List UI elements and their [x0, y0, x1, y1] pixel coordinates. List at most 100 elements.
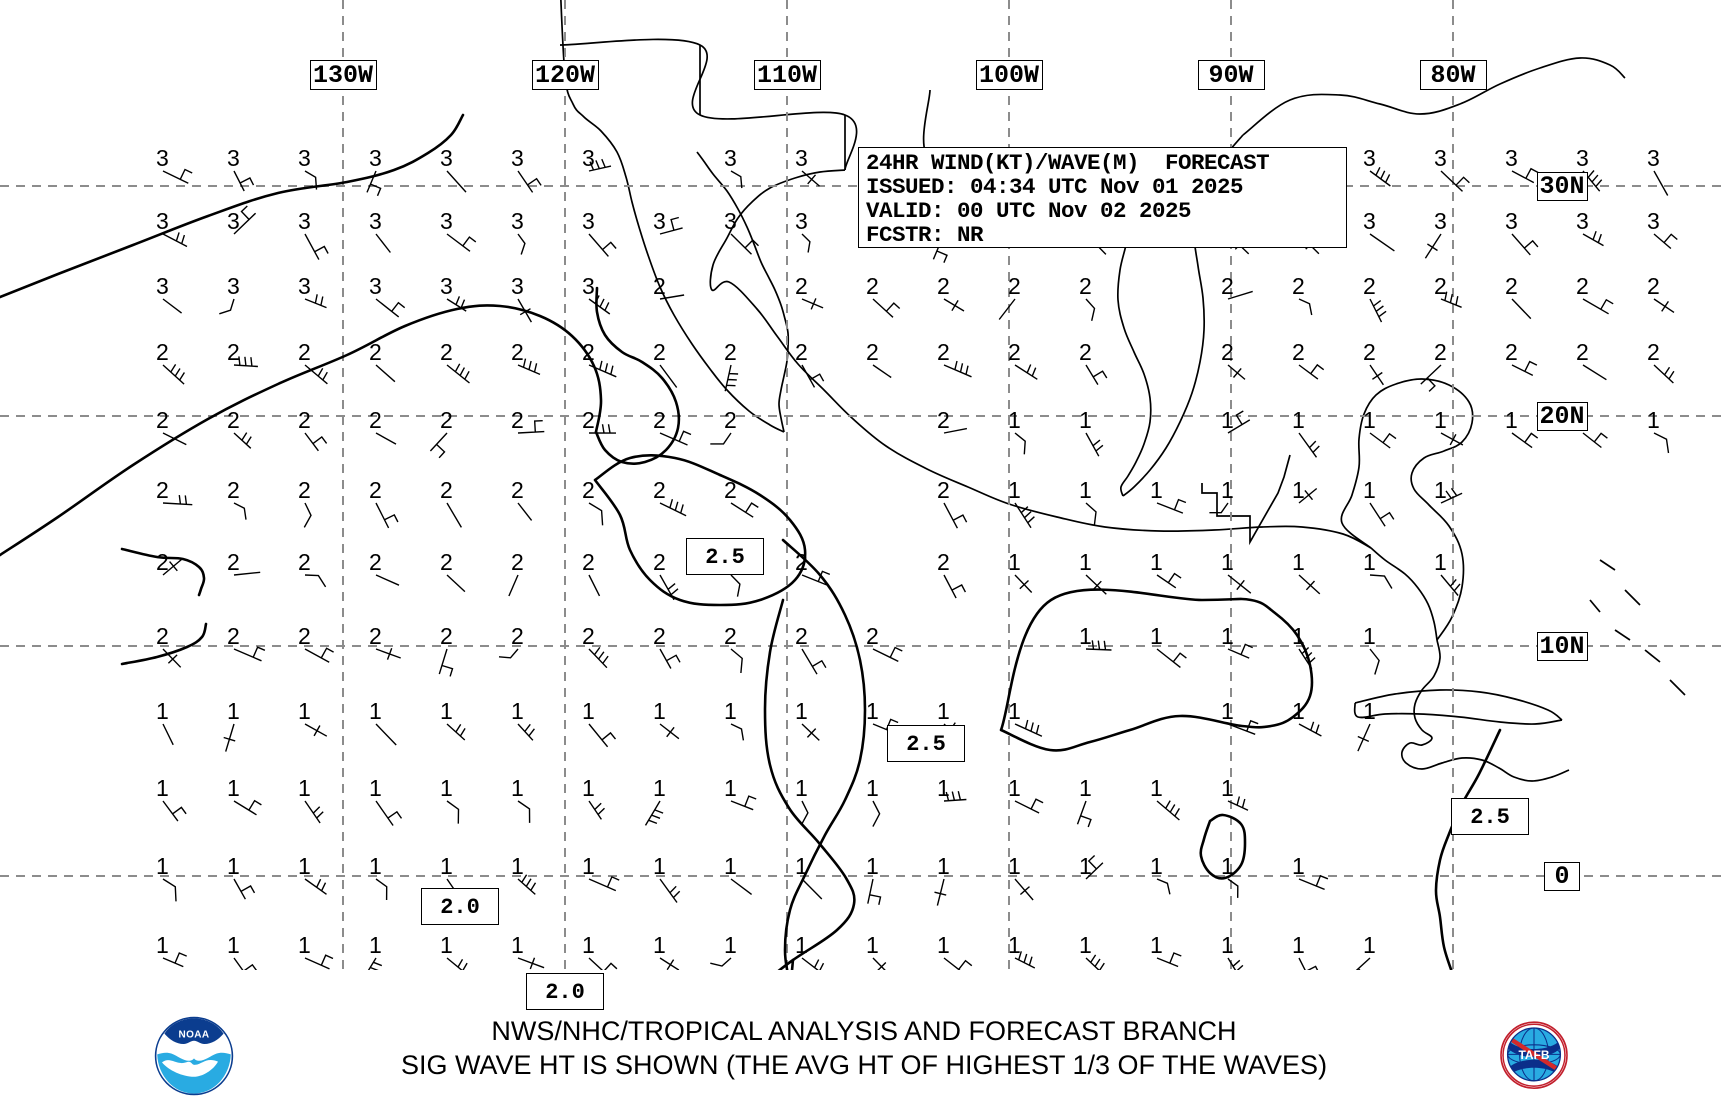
svg-text:2: 2 [369, 477, 382, 503]
svg-text:1: 1 [440, 853, 453, 879]
svg-text:1: 1 [227, 775, 240, 801]
svg-text:2: 2 [1434, 339, 1447, 365]
svg-text:1: 1 [156, 853, 169, 879]
svg-text:1: 1 [1008, 853, 1021, 879]
svg-text:1: 1 [298, 853, 311, 879]
svg-text:3: 3 [1576, 145, 1589, 171]
svg-text:2: 2 [156, 407, 169, 433]
svg-text:3: 3 [227, 273, 240, 299]
svg-text:1: 1 [1363, 549, 1376, 575]
svg-text:2: 2 [582, 407, 595, 433]
svg-text:2: 2 [369, 549, 382, 575]
svg-text:1: 1 [653, 853, 666, 879]
svg-text:2: 2 [1079, 339, 1092, 365]
svg-text:2: 2 [937, 407, 950, 433]
svg-text:3: 3 [369, 273, 382, 299]
svg-text:2: 2 [1221, 339, 1234, 365]
svg-text:1: 1 [440, 775, 453, 801]
svg-text:1: 1 [156, 775, 169, 801]
svg-text:1: 1 [156, 932, 169, 958]
svg-text:1: 1 [795, 775, 808, 801]
svg-text:1: 1 [369, 698, 382, 724]
svg-text:2: 2 [369, 623, 382, 649]
svg-text:1: 1 [1079, 775, 1092, 801]
svg-text:1: 1 [1079, 477, 1092, 503]
svg-text:3: 3 [1647, 208, 1660, 234]
svg-text:3: 3 [1434, 208, 1447, 234]
svg-text:1: 1 [582, 775, 595, 801]
svg-text:2: 2 [937, 339, 950, 365]
svg-text:3: 3 [795, 208, 808, 234]
svg-text:1: 1 [1647, 407, 1660, 433]
svg-text:1: 1 [227, 932, 240, 958]
svg-text:2: 2 [724, 477, 737, 503]
svg-text:1: 1 [298, 698, 311, 724]
svg-text:1: 1 [1221, 853, 1234, 879]
svg-text:1: 1 [1221, 549, 1234, 575]
svg-text:1: 1 [1221, 477, 1234, 503]
svg-text:2: 2 [511, 407, 524, 433]
svg-text:1: 1 [724, 775, 737, 801]
svg-text:1: 1 [1221, 407, 1234, 433]
svg-text:2: 2 [866, 623, 879, 649]
svg-text:3: 3 [724, 208, 737, 234]
svg-text:3: 3 [1647, 145, 1660, 171]
svg-text:2: 2 [156, 477, 169, 503]
svg-text:1: 1 [1221, 775, 1234, 801]
svg-text:1: 1 [937, 853, 950, 879]
svg-text:1: 1 [1505, 407, 1518, 433]
svg-text:3: 3 [795, 145, 808, 171]
svg-text:1: 1 [1221, 623, 1234, 649]
svg-text:1: 1 [298, 932, 311, 958]
svg-text:1: 1 [1079, 549, 1092, 575]
svg-text:2: 2 [1505, 339, 1518, 365]
svg-text:2: 2 [369, 407, 382, 433]
svg-text:2: 2 [227, 339, 240, 365]
svg-text:1: 1 [866, 775, 879, 801]
svg-text:2: 2 [1363, 339, 1376, 365]
svg-text:2: 2 [1647, 273, 1660, 299]
svg-text:2: 2 [582, 549, 595, 575]
svg-text:3: 3 [369, 208, 382, 234]
svg-text:1: 1 [653, 698, 666, 724]
svg-text:2: 2 [227, 623, 240, 649]
svg-text:2: 2 [440, 477, 453, 503]
svg-text:1: 1 [1221, 698, 1234, 724]
svg-text:1: 1 [1008, 932, 1021, 958]
svg-text:3: 3 [1505, 208, 1518, 234]
svg-text:1: 1 [1079, 623, 1092, 649]
svg-text:1: 1 [1221, 932, 1234, 958]
svg-text:3: 3 [1434, 145, 1447, 171]
svg-text:2: 2 [298, 477, 311, 503]
svg-text:1: 1 [1150, 775, 1163, 801]
svg-text:1: 1 [1434, 549, 1447, 575]
svg-text:1: 1 [1434, 477, 1447, 503]
svg-text:2: 2 [653, 407, 666, 433]
svg-text:2: 2 [937, 477, 950, 503]
svg-text:1: 1 [1008, 549, 1021, 575]
svg-text:2: 2 [511, 477, 524, 503]
svg-text:3: 3 [369, 145, 382, 171]
svg-text:2: 2 [866, 339, 879, 365]
svg-text:2: 2 [724, 339, 737, 365]
svg-text:2: 2 [298, 339, 311, 365]
svg-text:2: 2 [795, 339, 808, 365]
svg-text:1: 1 [1292, 407, 1305, 433]
svg-text:2: 2 [227, 407, 240, 433]
svg-text:2: 2 [653, 339, 666, 365]
svg-text:2: 2 [1434, 273, 1447, 299]
svg-text:1: 1 [1363, 407, 1376, 433]
svg-text:1: 1 [369, 775, 382, 801]
svg-text:2: 2 [866, 273, 879, 299]
svg-text:3: 3 [1363, 145, 1376, 171]
svg-text:2: 2 [1576, 273, 1589, 299]
svg-text:1: 1 [1292, 698, 1305, 724]
svg-text:TAFB: TAFB [1518, 1048, 1549, 1062]
svg-text:1: 1 [511, 698, 524, 724]
svg-text:1: 1 [1008, 698, 1021, 724]
svg-text:2: 2 [724, 407, 737, 433]
svg-text:3: 3 [227, 145, 240, 171]
svg-text:2: 2 [653, 477, 666, 503]
svg-text:3: 3 [156, 145, 169, 171]
svg-text:1: 1 [1150, 549, 1163, 575]
